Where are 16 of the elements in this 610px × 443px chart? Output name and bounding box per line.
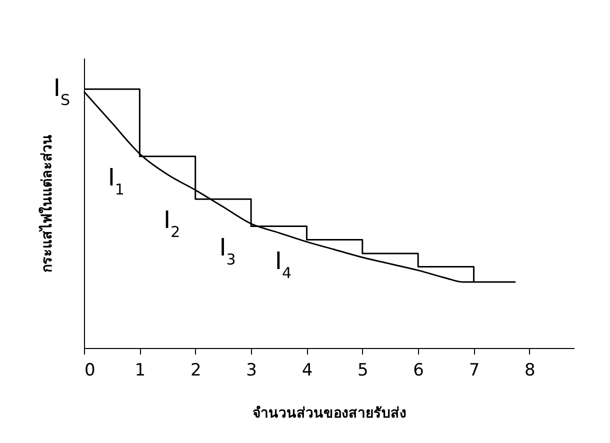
annotation: I$_{4}$	[274, 246, 292, 282]
x-axis-title: จำนวนส่วนของสายรับส่ง	[252, 406, 406, 422]
annotation: I$_{3}$	[219, 233, 236, 268]
annotation: I$_{1}$	[108, 163, 124, 198]
x-tick-label: 1	[134, 360, 146, 380]
x-tick-label: 6	[413, 360, 424, 380]
annotation: I$_{S}$	[53, 74, 70, 110]
x-tick-label: 0	[84, 360, 96, 380]
x-tick-label: 5	[357, 360, 368, 380]
y-axis-title: กระแสไฟในแต่ละส่วน	[38, 134, 56, 272]
x-tick-label: 8	[524, 360, 536, 380]
x-tick-label: 2	[190, 360, 202, 380]
x-tick-label: 3	[246, 360, 257, 380]
x-tick-label: 4	[302, 360, 313, 380]
x-tick-label: 7	[468, 360, 480, 380]
annotation: I$_{2}$	[164, 206, 180, 242]
